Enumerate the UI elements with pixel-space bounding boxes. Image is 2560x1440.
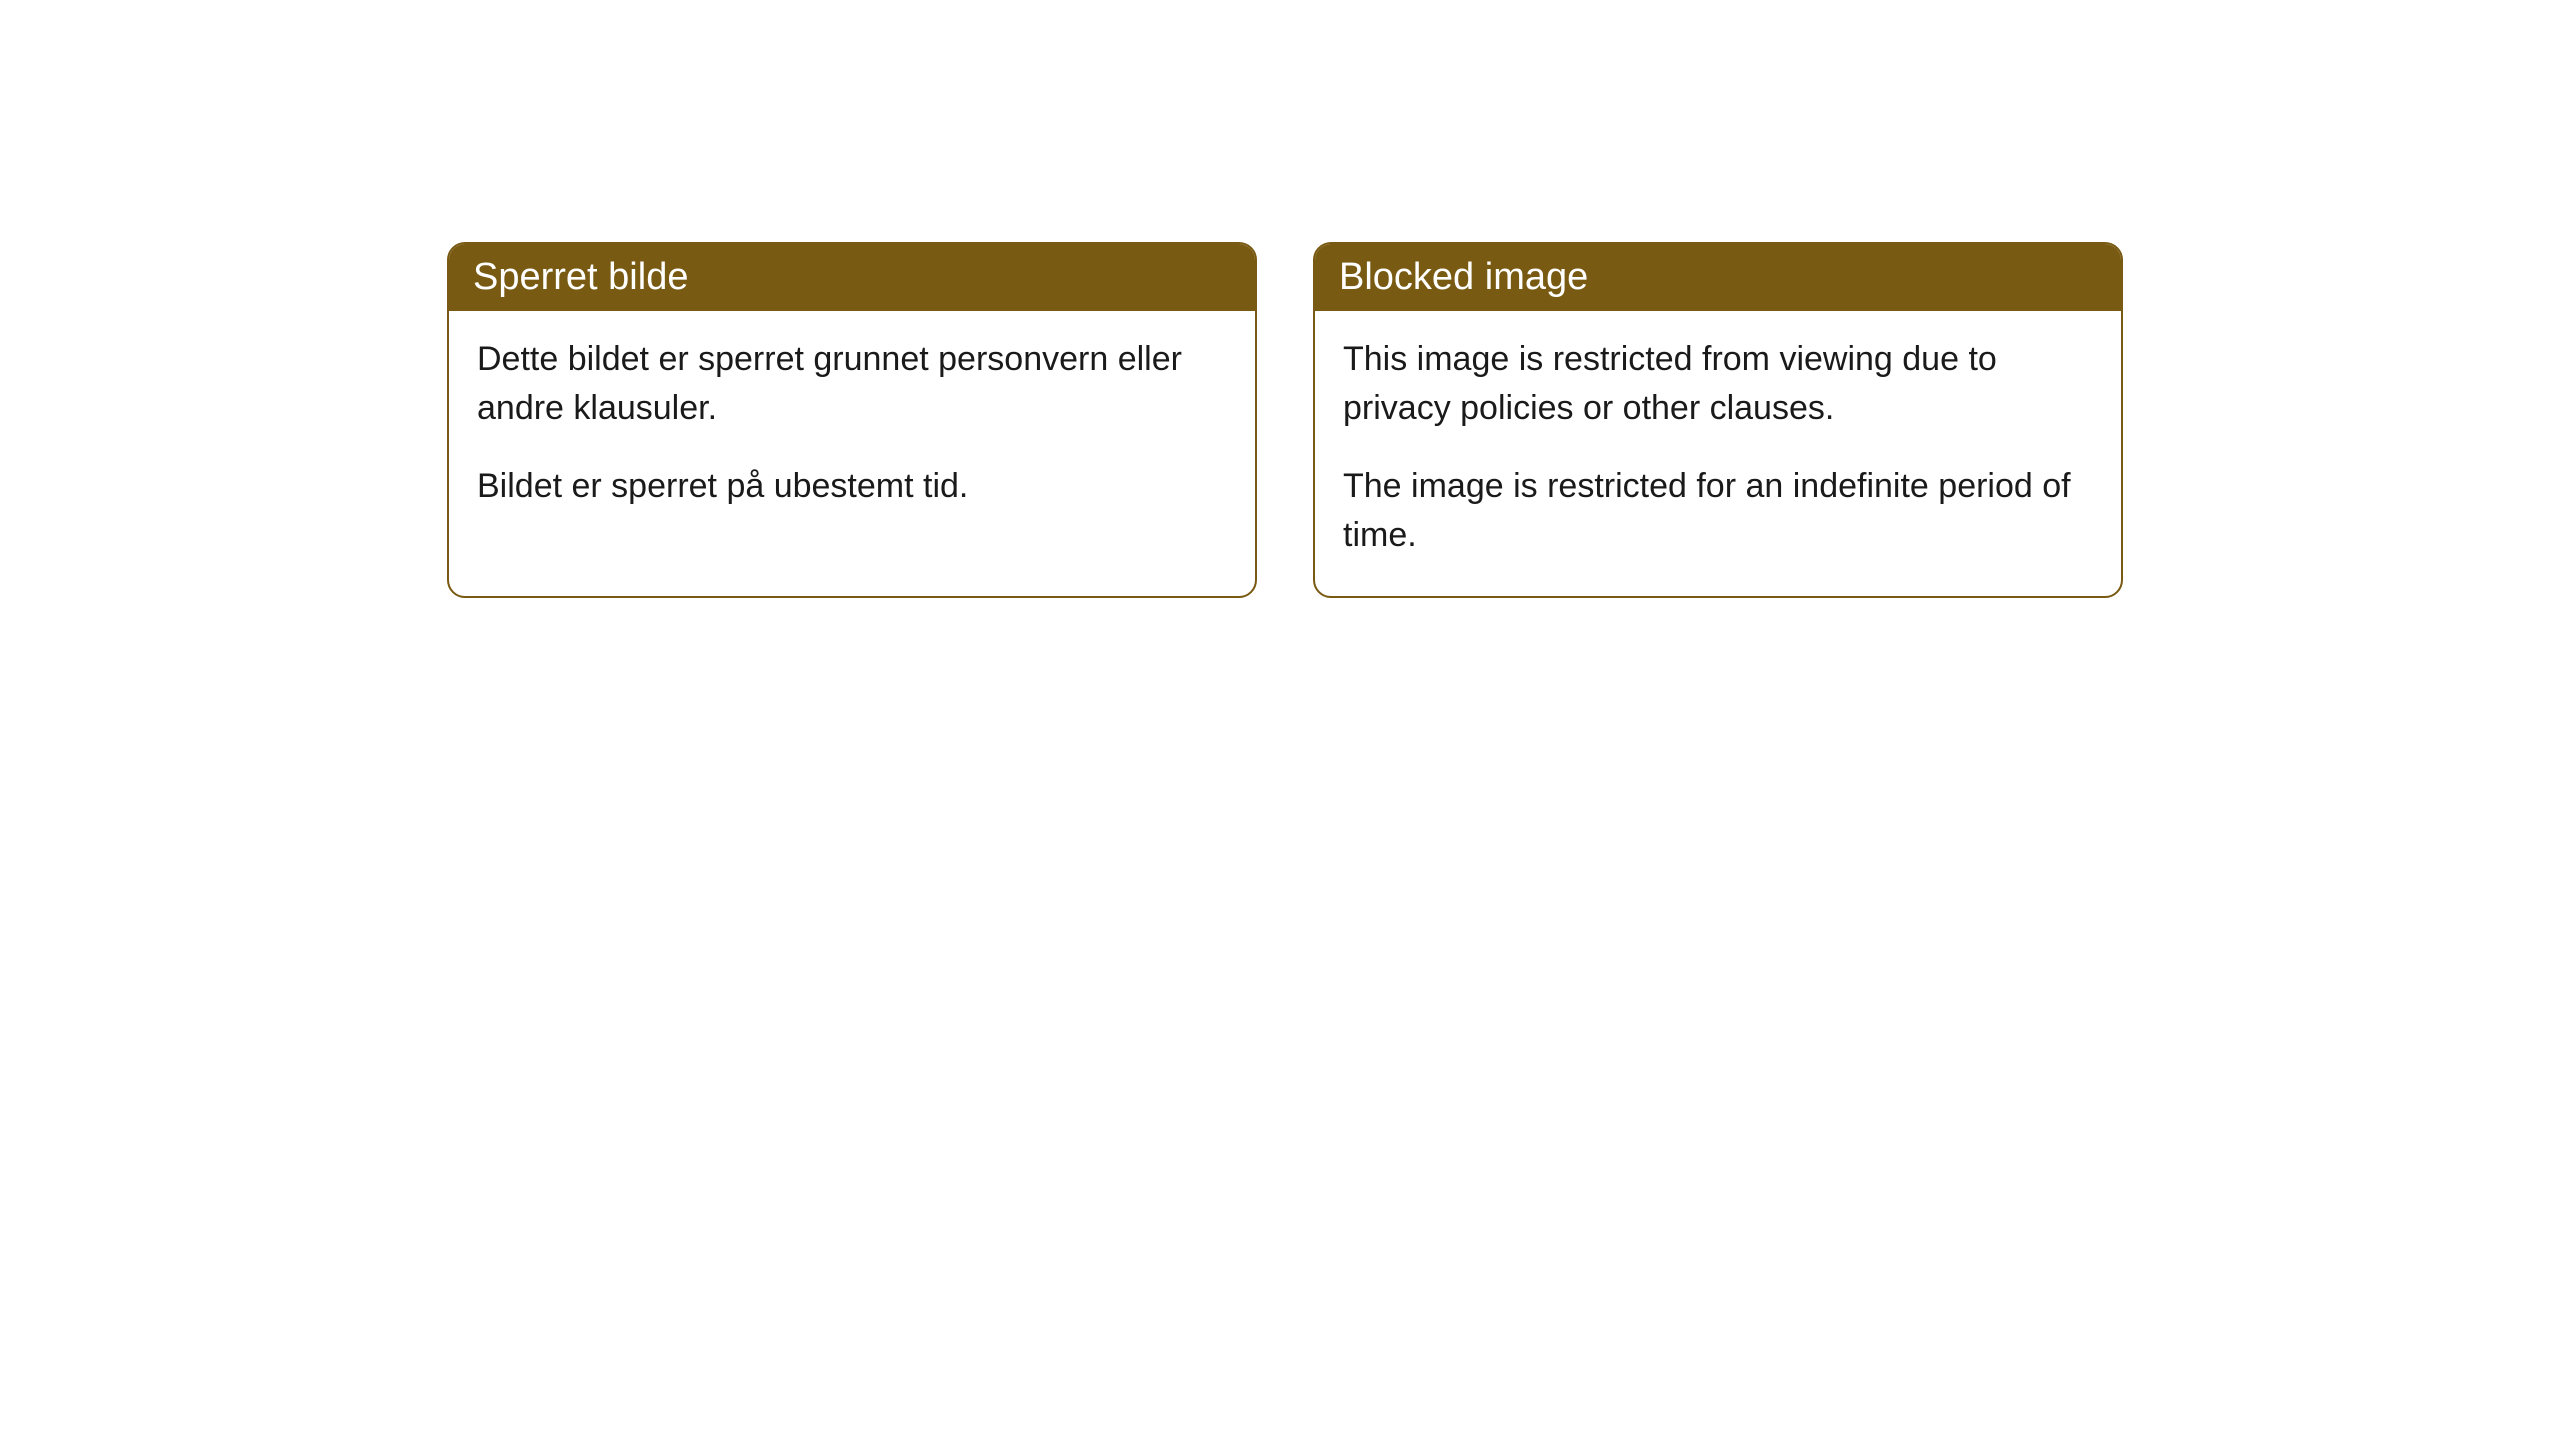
card-header: Sperret bilde xyxy=(449,244,1255,311)
card-body: Dette bildet er sperret grunnet personve… xyxy=(449,311,1255,547)
card-title: Sperret bilde xyxy=(473,256,688,298)
notice-cards-container: Sperret bilde Dette bildet er sperret gr… xyxy=(447,242,2123,598)
card-paragraph: This image is restricted from viewing du… xyxy=(1343,335,2093,434)
blocked-image-card-english: Blocked image This image is restricted f… xyxy=(1313,242,2123,598)
blocked-image-card-norwegian: Sperret bilde Dette bildet er sperret gr… xyxy=(447,242,1257,598)
card-header: Blocked image xyxy=(1315,244,2121,311)
card-paragraph: Dette bildet er sperret grunnet personve… xyxy=(477,335,1227,434)
card-paragraph: Bildet er sperret på ubestemt tid. xyxy=(477,462,1227,511)
card-title: Blocked image xyxy=(1339,256,1588,298)
card-body: This image is restricted from viewing du… xyxy=(1315,311,2121,596)
card-paragraph: The image is restricted for an indefinit… xyxy=(1343,462,2093,561)
